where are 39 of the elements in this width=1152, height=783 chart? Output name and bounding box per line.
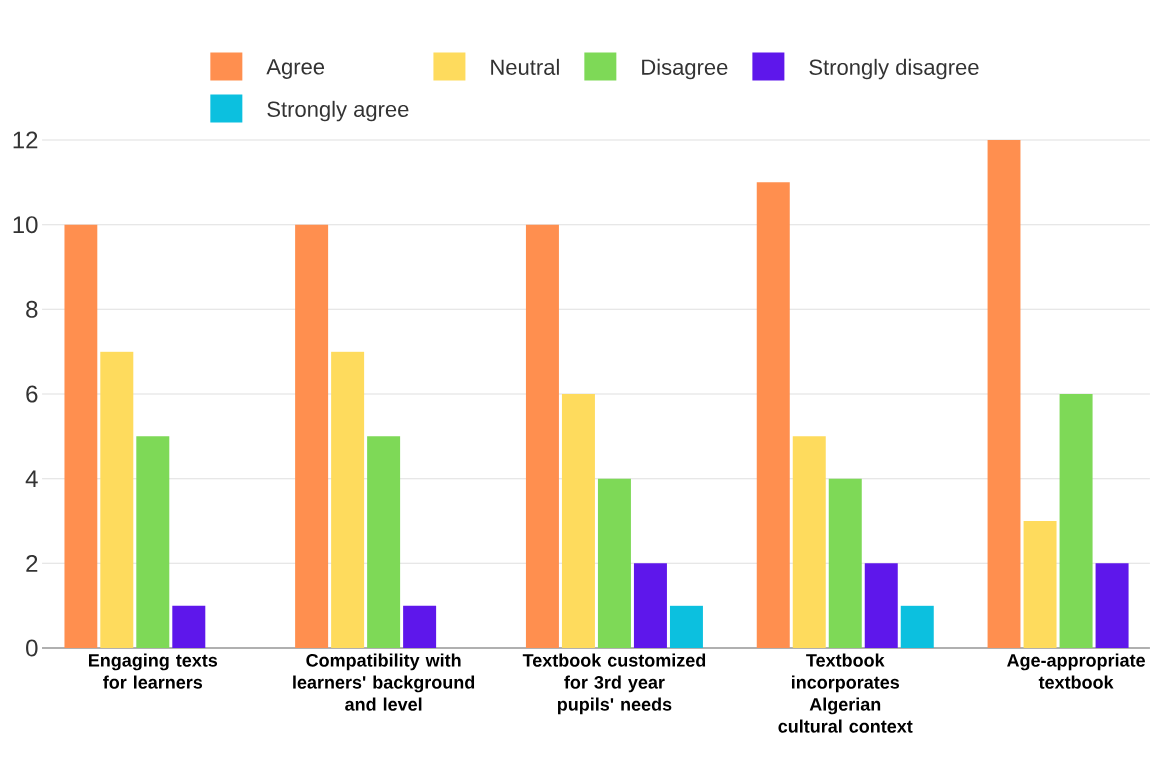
- bar: [403, 605, 437, 648]
- x-tick-label: Engaging texts for learners: [89, 653, 218, 689]
- legend-label: Neutral: [491, 58, 559, 75]
- x-tick-label: Compatibility with learners' background and level: [293, 653, 475, 711]
- bar: [295, 224, 329, 648]
- y-tick-label: 4: [25, 470, 38, 487]
- bar: [1095, 563, 1129, 648]
- bar: [64, 224, 98, 648]
- bar: [561, 393, 595, 648]
- bar: [1023, 520, 1057, 648]
- bar: [136, 436, 170, 648]
- bar: [633, 563, 667, 648]
- legend-label: Strongly agree: [267, 100, 409, 122]
- bar: [100, 351, 134, 648]
- y-tick-label: 8: [26, 300, 38, 318]
- bar: [987, 139, 1021, 648]
- y-tick-label: 10: [13, 216, 38, 234]
- x-tick-label: Textbook incorporates Algerian cultural context: [778, 653, 913, 733]
- legend-label: Strongly disagree: [809, 58, 979, 80]
- bar: [1059, 393, 1093, 648]
- x-tick-label: Age-appropriate textbook: [1007, 653, 1145, 689]
- x-tick-label: Textbook customized for 3rd year pupils' needs: [522, 653, 706, 715]
- bar: [900, 605, 934, 648]
- y-tick-label: 6: [26, 385, 38, 403]
- bar: [792, 436, 826, 648]
- bar: [669, 605, 703, 648]
- bar: [597, 478, 631, 648]
- bar: [367, 436, 401, 648]
- legend-label: Disagree: [642, 58, 728, 80]
- bar: [864, 563, 898, 648]
- bar: [172, 605, 206, 648]
- y-tick-label: 0: [26, 639, 38, 657]
- bar: [828, 478, 862, 648]
- bar: [525, 224, 559, 648]
- y-tick-label: 12: [13, 131, 38, 149]
- bar: [756, 182, 790, 648]
- legend-label: Agree: [266, 59, 325, 79]
- y-tick-label: 2: [26, 554, 38, 572]
- bar: [331, 351, 365, 648]
